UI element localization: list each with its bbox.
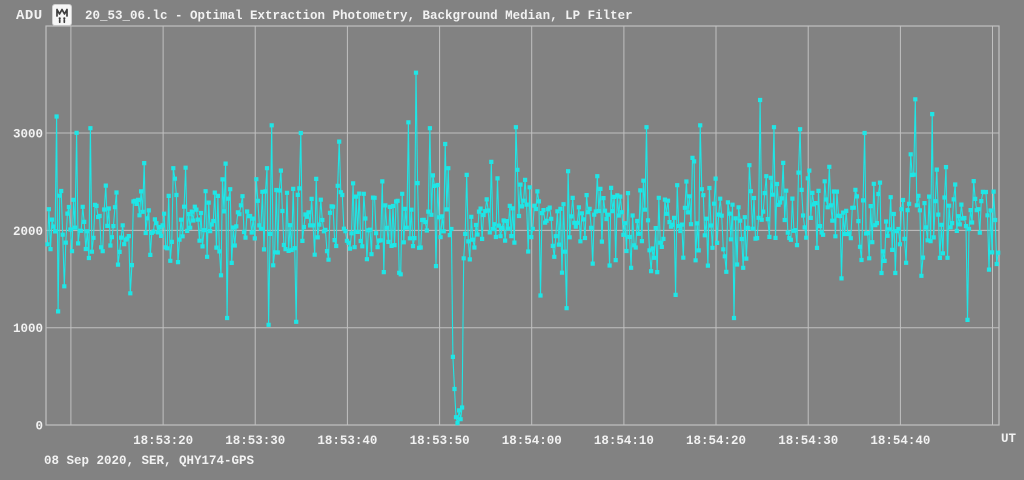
y-tick-label: 2000 [13,225,43,239]
x-tick-label: 18:53:40 [317,434,377,448]
data-series-line [46,72,999,424]
x-tick-label: 18:54:20 [686,434,746,448]
x-tick-label: 18:54:40 [870,434,930,448]
y-axis-unit-label: ADU [16,8,43,24]
x-tick-label: 18:54:10 [594,434,654,448]
x-tick-label: 18:53:20 [133,434,193,448]
x-axis-unit-label: UT [1001,432,1017,446]
observation-info: 08 Sep 2020, SER, QHY174-GPS [44,454,255,468]
y-tick-label: 1000 [13,322,43,336]
x-tick-label: 18:54:00 [502,434,562,448]
x-tick-label: 18:53:30 [225,434,285,448]
window-title: 20_53_06.lc - Optimal Extraction Photome… [85,9,633,23]
y-tick-label: 0 [35,420,43,434]
x-tick-label: 18:53:50 [410,434,470,448]
plot-border [45,25,1000,426]
x-tick-label: 18:54:30 [778,434,838,448]
y-tick-label: 3000 [13,128,43,142]
data-series-markers [45,70,1001,426]
